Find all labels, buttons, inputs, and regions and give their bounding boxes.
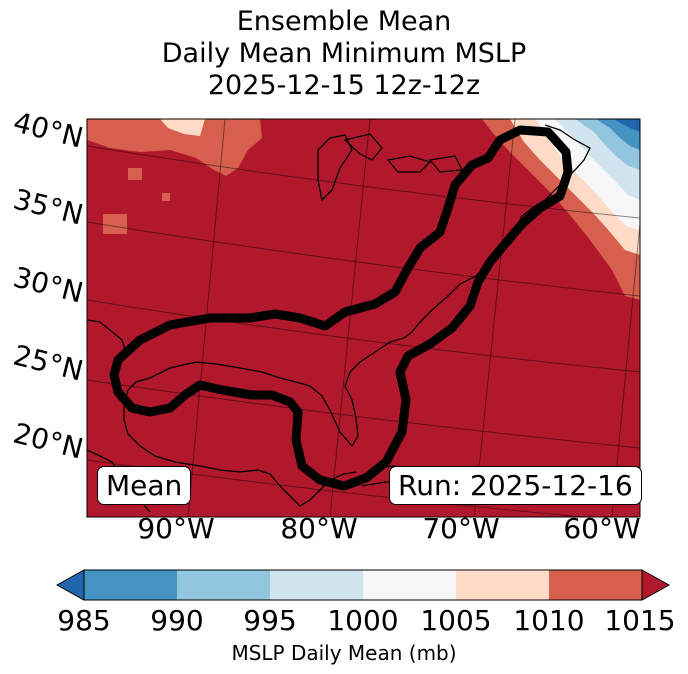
colorbar-tick-1010: 1010 — [513, 604, 585, 637]
title-line-3: 2025-12-15 12z-12z — [207, 70, 481, 101]
colorbar-bin-1010-1015 — [549, 570, 642, 600]
mean-box: Mean — [97, 466, 192, 505]
lon-label-80w: 80°W — [280, 512, 358, 545]
colorbar-tick-990: 990 — [150, 604, 204, 637]
pressure-cells-northeast — [482, 119, 640, 300]
colorbar-extend-low — [55, 569, 85, 601]
lon-label-90w: 90°W — [137, 512, 215, 545]
colorbar-bin-1000-1005 — [363, 570, 456, 600]
colorbar-bin-1005-1010 — [456, 570, 549, 600]
colorbar-label: MSLP Daily Mean (mb) — [231, 641, 457, 665]
colorbar-bin-995-1000 — [270, 570, 363, 600]
colorbar-tick-995: 995 — [243, 604, 297, 637]
title-line-2: Daily Mean Minimum MSLP — [161, 38, 527, 69]
title-line-1: Ensemble Mean — [236, 6, 452, 37]
colorbar-tick-1015: 1015 — [604, 604, 676, 637]
colorbar-tick-985: 985 — [57, 604, 111, 637]
lon-label-60w: 60°W — [563, 512, 641, 545]
colorbar — [55, 569, 671, 601]
colorbar-tick-1000: 1000 — [327, 604, 399, 637]
map-frame — [86, 118, 641, 518]
pressure-cells-northwest — [87, 119, 262, 234]
colorbar-bin-990-995 — [177, 570, 270, 600]
colorbar-tick-1005: 1005 — [420, 604, 492, 637]
mslp-contour — [109, 125, 573, 491]
colorbar-extend-high — [641, 569, 671, 601]
colorbar-bin-985-990 — [84, 570, 177, 600]
run-box: Run: 2025-12-16 — [389, 466, 642, 505]
lon-label-70w: 70°W — [422, 512, 500, 545]
